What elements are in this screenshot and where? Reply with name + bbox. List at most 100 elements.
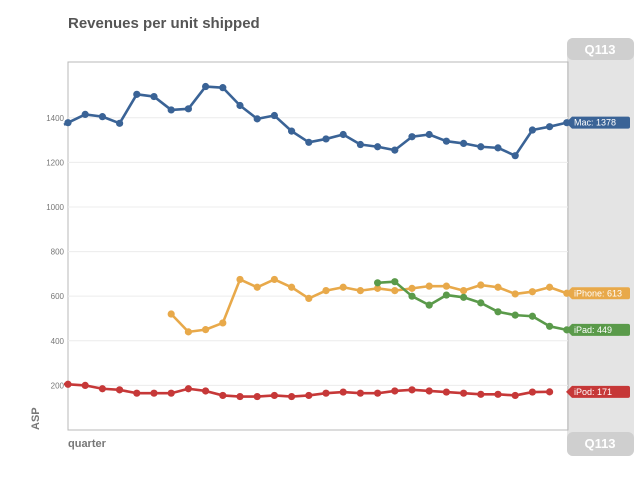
- data-point-ipod: [442, 388, 450, 396]
- data-point-iphone: [442, 282, 450, 290]
- series-ipad: [374, 278, 571, 334]
- data-point-ipad: [511, 311, 519, 319]
- data-point-mac: [339, 130, 347, 139]
- data-point-ipod: [425, 387, 433, 395]
- data-point-iphone: [546, 283, 554, 291]
- y-axis-label: ASP: [30, 407, 42, 430]
- data-point-mac: [150, 92, 158, 101]
- y-tick-label: 1000: [46, 203, 64, 212]
- data-point-iphone: [305, 294, 313, 303]
- data-point-mac: [202, 82, 210, 91]
- end-label-iphone: iPhone: 613: [566, 287, 630, 300]
- end-label-text: iPad: 449: [574, 325, 612, 335]
- data-point-iphone: [408, 284, 416, 292]
- data-point-ipad: [528, 312, 537, 320]
- data-point-iphone: [167, 310, 175, 318]
- end-label-text: iPod: 171: [574, 387, 612, 397]
- data-point-ipod: [253, 392, 261, 401]
- data-point-iphone: [184, 328, 192, 336]
- period-panel: [567, 38, 634, 456]
- grid-lines: [68, 117, 568, 386]
- data-point-mac: [98, 113, 106, 121]
- end-label-badge: [566, 323, 630, 336]
- data-point-iphone: [236, 275, 244, 284]
- data-point-ipod: [305, 391, 313, 400]
- data-point-mac: [219, 84, 227, 92]
- data-point-mac: [133, 90, 141, 98]
- data-point-iphone: [528, 288, 537, 296]
- data-point-ipad: [391, 278, 399, 286]
- data-point-ipad: [477, 299, 485, 307]
- end-label-ipad: iPad: 449: [566, 323, 630, 336]
- data-point-ipod: [219, 391, 227, 400]
- data-point-ipod: [546, 388, 554, 396]
- data-point-mac: [305, 138, 313, 146]
- data-point-iphone: [391, 287, 399, 295]
- data-point-ipod: [202, 387, 210, 395]
- series-layer: [63, 82, 571, 401]
- y-tick-label: 600: [51, 292, 65, 301]
- data-point-ipod: [236, 392, 244, 401]
- y-tick-labels: 200 400 600 800 1000 1200 1400: [46, 114, 64, 391]
- y-tick-label: 200: [51, 381, 65, 390]
- data-point-ipad: [374, 279, 382, 287]
- data-point-mac: [494, 144, 502, 152]
- data-point-ipad: [546, 322, 554, 330]
- data-point-ipod: [494, 390, 502, 398]
- data-point-ipad: [425, 301, 433, 309]
- data-point-ipod: [150, 389, 158, 397]
- data-point-ipad: [494, 308, 502, 316]
- plot-area: [67, 61, 569, 431]
- end-labels: Mac: 1378 iPhone: 613 iPad: 449 iPod: 171: [566, 116, 630, 398]
- data-point-mac: [322, 135, 330, 143]
- data-point-iphone: [477, 281, 485, 289]
- series-mac: [63, 82, 571, 160]
- data-point-ipod: [322, 389, 330, 397]
- period-label-bottom: Q113: [584, 436, 615, 451]
- data-point-mac: [116, 119, 124, 127]
- data-point-ipod: [81, 381, 89, 389]
- data-point-iphone: [288, 283, 296, 291]
- data-point-mac: [460, 139, 468, 148]
- data-point-mac: [236, 101, 244, 110]
- series-iphone: [167, 275, 571, 336]
- data-point-ipod: [408, 386, 416, 394]
- data-point-iphone: [253, 283, 261, 291]
- data-point-mac: [270, 111, 278, 120]
- data-point-ipod: [374, 389, 382, 397]
- data-point-iphone: [494, 283, 502, 291]
- series-line-iphone: [170, 278, 568, 334]
- x-axis-label: quarter: [68, 438, 107, 450]
- period-header: [567, 38, 634, 60]
- data-point-mac: [288, 127, 296, 135]
- data-point-iphone: [270, 275, 278, 284]
- data-point-ipod: [116, 386, 124, 394]
- end-label-badge: [566, 385, 630, 398]
- end-label-mac: Mac: 1378: [566, 116, 630, 129]
- data-point-iphone: [202, 326, 210, 334]
- end-label-text: iPhone: 613: [574, 288, 622, 298]
- data-point-mac: [408, 133, 416, 141]
- data-point-ipod: [270, 391, 278, 400]
- data-point-ipod: [184, 385, 192, 393]
- data-point-mac: [253, 115, 261, 123]
- end-label-badge: [566, 287, 630, 300]
- data-point-ipod: [460, 389, 468, 397]
- data-point-mac: [184, 105, 192, 113]
- y-tick-label: 1400: [46, 114, 64, 123]
- data-point-mac: [442, 137, 450, 145]
- period-footer: [567, 432, 634, 456]
- data-point-ipod: [64, 380, 72, 388]
- data-point-iphone: [356, 287, 364, 295]
- series-ipod: [63, 380, 554, 401]
- data-point-ipod: [528, 388, 537, 396]
- data-point-ipod: [167, 389, 175, 397]
- y-tick-label: 1200: [46, 158, 64, 167]
- data-point-iphone: [219, 319, 227, 327]
- data-point-ipod: [339, 388, 347, 396]
- data-point-ipod: [98, 385, 106, 393]
- data-point-ipod: [356, 389, 364, 397]
- period-sidebar: Q113 Q113: [567, 38, 634, 456]
- data-point-mac: [546, 123, 554, 131]
